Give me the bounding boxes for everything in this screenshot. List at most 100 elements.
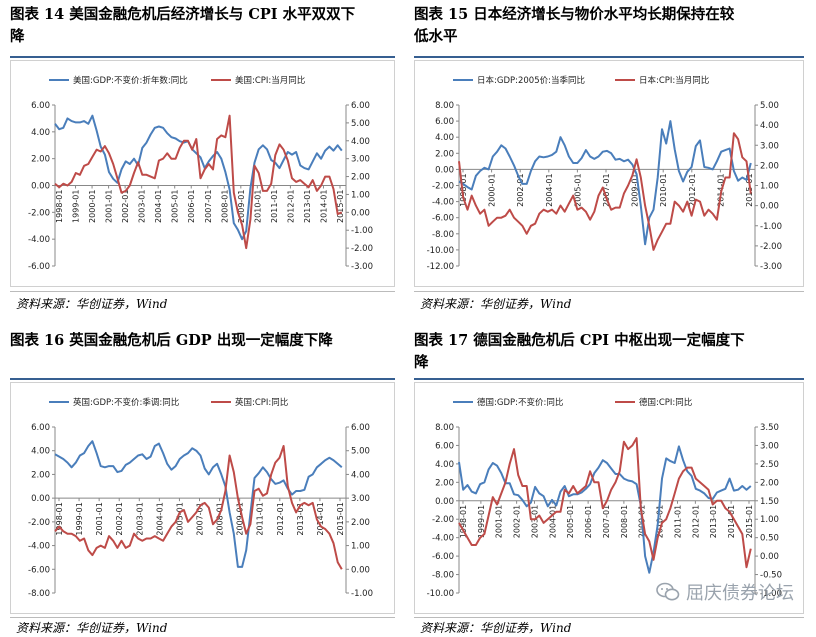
series-line-cpi (54, 114, 343, 250)
x-tick-label: 2001-01 (95, 502, 104, 535)
x-tick-label: 2008-01 (216, 502, 225, 535)
right-tick-label: -2.00 (760, 242, 782, 252)
source-rule (414, 291, 804, 292)
left-tick-label: -8.00 (28, 589, 50, 599)
x-tick-label: 2005-01 (573, 173, 582, 206)
x-tick-label: 2015-01 (745, 505, 754, 538)
x-tick-label: 2008-01 (620, 505, 629, 538)
x-tick-label: 2001-01 (105, 190, 114, 223)
right-tick-label: 1.00 (760, 182, 779, 192)
x-tick-label: 1999-01 (75, 502, 84, 535)
right-tick-label: 3.00 (760, 441, 779, 451)
right-tick-label: 3.00 (351, 494, 370, 504)
right-tick-label: 6.00 (351, 101, 370, 111)
right-tick-label: 1.00 (351, 190, 370, 200)
left-tick-label: -12.00 (427, 262, 454, 272)
x-tick-label: 2008-01 (220, 190, 229, 223)
right-tick-label: 2.00 (351, 173, 370, 183)
x-tick-label: 2005-01 (171, 190, 180, 223)
left-tick-label: -8.00 (432, 571, 454, 581)
x-tick-label: 2013-01 (709, 505, 718, 538)
left-tick-label: 8.00 (435, 423, 454, 433)
left-tick-label: -6.00 (432, 552, 454, 562)
x-tick-label: 1998-01 (459, 173, 468, 206)
left-tick-label: -4.00 (28, 235, 50, 245)
right-tick-label: 0.00 (760, 202, 779, 212)
x-tick-label: 2013-01 (296, 502, 305, 535)
left-tick-label: 2.00 (435, 149, 454, 159)
watermark: 屈庆债券论坛 (656, 579, 794, 605)
x-tick-label: 2015-01 (336, 502, 345, 535)
chart-box: 英国:GDP:不变价:季调:同比 英国:CPI:同比 6.00 4.00 2.00 0.0… (10, 382, 395, 614)
legend-label: 美国:CPI:当月同比 (235, 75, 305, 86)
x-tick-label: 2009-01 (631, 173, 640, 206)
legend-label: 德国:CPI:同比 (639, 397, 692, 408)
legend-label: 日本:GDP:2005价:当季同比 (477, 75, 585, 86)
left-tick-label: -4.00 (432, 534, 454, 544)
x-tick-label: 2002-01 (115, 502, 124, 535)
chart-title: 图表 16 英国金融危机后 GDP 出现一定幅度下降 (10, 330, 333, 352)
right-tick-label: -1.00 (351, 589, 373, 599)
right-tick-label: 1.00 (351, 542, 370, 552)
left-tick-label: -10.00 (427, 246, 454, 256)
left-tick-label: 6.00 (435, 441, 454, 451)
right-tick-label: 2.00 (760, 478, 779, 488)
chart-box: 德国:GDP:不变价:同比 德国:CPI:同比 8.00 6.00 4.00 2.00 0.… (414, 382, 804, 614)
title-line-1: 图表 17 德国金融危机后 CPI 中枢出现一定幅度下 (414, 332, 745, 349)
left-tick-label: 6.00 (31, 423, 50, 433)
chart-title: 图表 14 美国金融危机后经济增长与 CPI 水平双双下 降 (10, 4, 355, 48)
source-label: 资料来源：华创证券，Wind (16, 621, 168, 635)
x-tick-label: 2004-01 (154, 190, 163, 223)
watermark-text: 屈庆债券论坛 (686, 583, 794, 604)
title-line-1: 图表 15 日本经济增长与物价水平均长期保持在较 (414, 6, 735, 23)
right-tick-label: 3.00 (351, 155, 370, 165)
x-tick-label: 1998-01 (55, 502, 64, 535)
left-tick-label: 4.00 (31, 128, 50, 138)
legend-label: 英国:GDP:不变价:季调:同比 (73, 397, 179, 408)
chart-svg-us: 美国:GDP:不变价:折年数:同比 美国:CPI:当月同比 6.00 4.00 2.00… (28, 75, 373, 272)
x-tick-label: 2012-01 (691, 505, 700, 538)
right-tick-label: 3.00 (760, 141, 779, 151)
right-tick-label: -2.00 (351, 244, 373, 254)
x-tick-label: 2014-01 (319, 190, 328, 223)
x-tick-label: 2011-01 (256, 502, 265, 535)
source-label: 资料来源：华创证券，Wind (16, 297, 168, 311)
x-tick-label: 2015-01 (336, 190, 345, 223)
x-tick-label: 2004-01 (155, 502, 164, 535)
right-tick-label: -3.00 (760, 262, 782, 272)
title-line-1: 图表 14 美国金融危机后经济增长与 CPI 水平双双下 (10, 6, 356, 23)
x-tick-label: 2009-01 (236, 502, 245, 535)
title-line-2: 降 (10, 28, 25, 45)
panel-uk: 图表 16 英国金融危机后 GDP 出现一定幅度下降 英国:GDP:不变价:季调… (10, 330, 395, 635)
x-tick-label: 2007-01 (602, 505, 611, 538)
x-tick-label: 2004-01 (548, 505, 557, 538)
left-tick-label: -10.00 (427, 589, 454, 599)
x-tick-label: 2003-01 (138, 190, 147, 223)
right-tick-label: 2.50 (760, 460, 779, 470)
chart-svg-uk: 英国:GDP:不变价:季调:同比 英国:CPI:同比 6.00 4.00 2.00 0.0… (28, 397, 373, 599)
source-label: 资料来源：华创证券，Wind (420, 621, 572, 635)
chart-title: 图表 17 德国金融危机后 CPI 中枢出现一定幅度下 降 (414, 330, 745, 374)
x-tick-label: 2010-01 (253, 190, 262, 223)
chart-box: 日本:GDP:2005价:当季同比 日本:CPI:当月同比 8.00 6.00 4.00… (414, 60, 804, 287)
wechat-icon (656, 582, 680, 601)
right-tick-label: 5.00 (351, 119, 370, 129)
x-tick-label: 2012-01 (276, 502, 285, 535)
right-tick-label: -1.00 (760, 589, 782, 599)
x-tick-label: 2010-01 (656, 505, 665, 538)
x-tick-label: 2002-01 (516, 173, 525, 206)
right-tick-label: 4.00 (351, 470, 370, 480)
right-tick-label: 3.50 (760, 423, 779, 433)
right-tick-label: -3.00 (351, 262, 373, 272)
x-tick-label: 2003-01 (531, 505, 540, 538)
source-rule (10, 617, 395, 618)
left-tick-label: 4.00 (435, 133, 454, 143)
right-tick-label: 1.00 (760, 515, 779, 525)
x-tick-label: 2007-01 (602, 173, 611, 206)
legend-label: 德国:GDP:不变价:同比 (477, 397, 563, 408)
right-tick-label: 5.00 (760, 101, 779, 111)
title-rule (10, 378, 395, 380)
right-tick-label: -1.00 (760, 222, 782, 232)
x-tick-label: 2006-01 (584, 505, 593, 538)
right-tick-label: 0.00 (760, 552, 779, 562)
